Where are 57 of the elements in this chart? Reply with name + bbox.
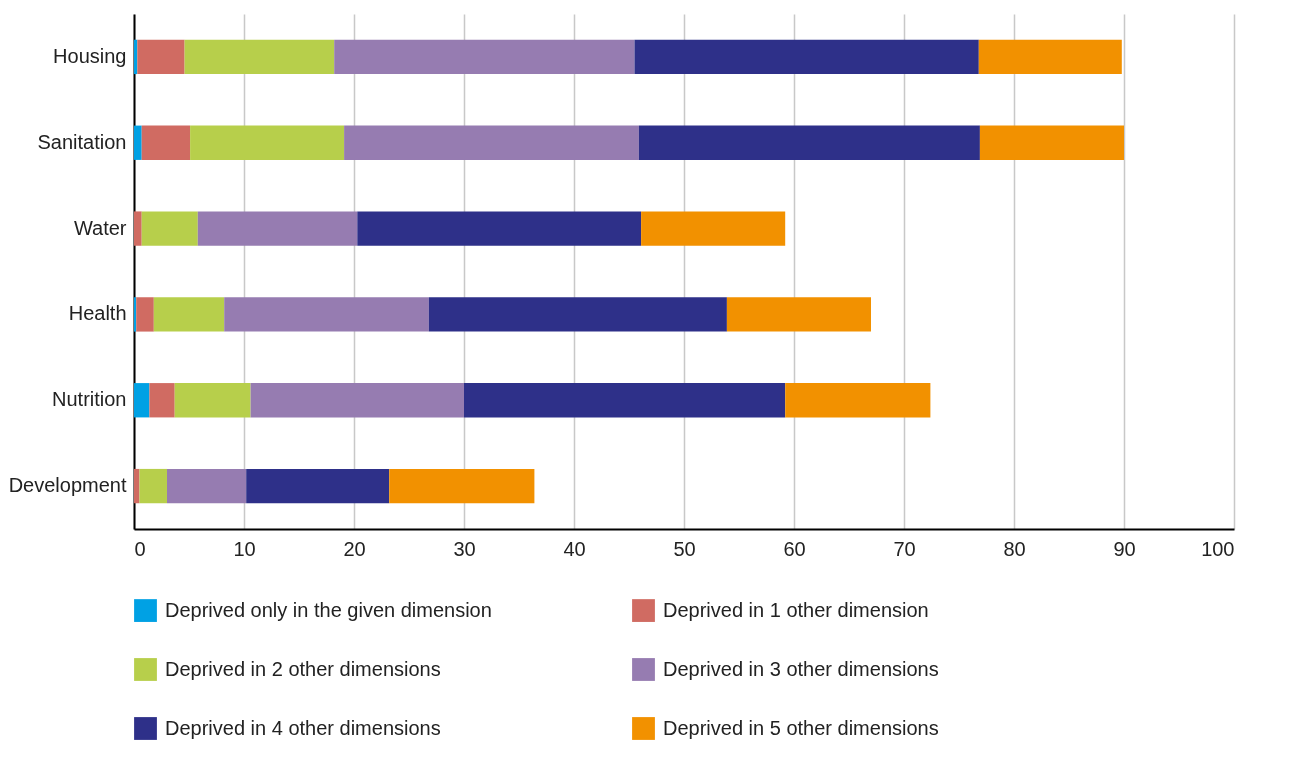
x-tick-label: 70 — [893, 537, 916, 560]
bar — [153, 297, 225, 332]
bar — [137, 39, 185, 75]
bar — [979, 125, 1124, 160]
bar — [174, 383, 251, 418]
bar — [641, 211, 786, 246]
bar — [344, 125, 639, 160]
x-tick-label: 10 — [233, 537, 256, 560]
bar — [246, 468, 390, 504]
bar — [167, 468, 247, 504]
bar — [224, 297, 429, 332]
bar — [250, 383, 464, 418]
bar — [134, 125, 142, 160]
bar — [149, 383, 175, 418]
bar — [134, 468, 140, 504]
x-tick-label: 90 — [1113, 537, 1136, 560]
y-tick-label: Nutrition — [52, 388, 127, 411]
y-tick-label: Development — [8, 474, 127, 497]
bar — [190, 125, 345, 160]
bar — [134, 383, 150, 418]
bar — [184, 39, 335, 75]
bar — [134, 297, 137, 332]
bar — [197, 211, 358, 246]
x-tick-label: 50 — [673, 537, 696, 560]
bar — [357, 211, 642, 246]
bar — [726, 297, 871, 332]
bar — [141, 125, 191, 160]
bar — [334, 39, 635, 75]
legend-label: Deprived in 3 other dimensions — [663, 657, 939, 680]
bar — [136, 297, 154, 332]
y-tick-label: Sanitation — [37, 130, 127, 153]
bar — [428, 297, 727, 332]
x-tick-label: 30 — [453, 537, 476, 560]
x-tick-label: 60 — [783, 537, 806, 560]
x-tick-label: 100 — [1201, 537, 1235, 560]
x-tick-label: 20 — [343, 537, 366, 560]
bar — [141, 211, 198, 246]
bar — [139, 468, 167, 504]
x-tick-label: 40 — [563, 537, 586, 560]
bar — [134, 39, 138, 75]
legend-label: Deprived in 4 other dimensions — [165, 716, 441, 739]
legend-label: Deprived in 1 other dimension — [663, 598, 929, 621]
y-tick-label: Water — [73, 216, 127, 239]
legend-label: Deprived only in the given dimension — [165, 598, 492, 621]
bar — [634, 39, 979, 75]
y-tick-label: Housing — [53, 44, 127, 67]
legend-label: Deprived in 5 other dimensions — [663, 716, 939, 739]
bar — [389, 468, 535, 504]
bar — [978, 39, 1122, 75]
bar — [134, 211, 142, 246]
x-tick-label: 0 — [134, 537, 146, 560]
x-tick-label: 80 — [1003, 537, 1026, 560]
y-tick-label: Health — [68, 302, 127, 325]
bar — [464, 383, 786, 418]
bar — [638, 125, 980, 160]
bar — [785, 383, 931, 418]
legend-label: Deprived in 2 other dimensions — [165, 657, 441, 680]
